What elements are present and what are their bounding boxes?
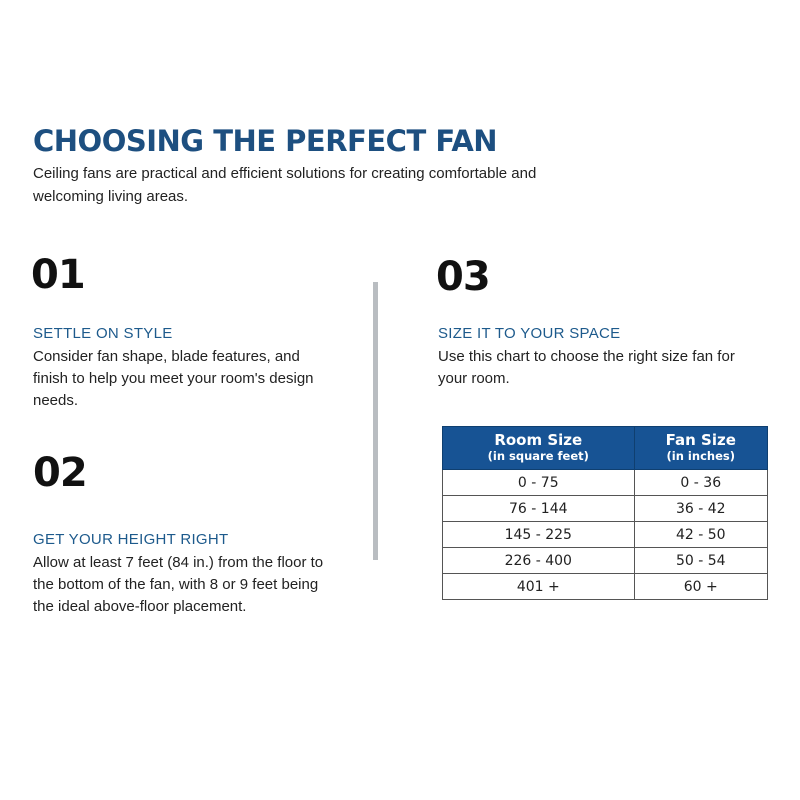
step-heading-01: SETTLE ON STYLE [33, 325, 173, 342]
page-title: CHOOSING THE PERFECT FAN [33, 124, 498, 158]
fan-size-table: Room Size (in square feet) Fan Size (in in… [442, 426, 769, 600]
table-row: 145 - 225 42 - 50 [442, 521, 769, 548]
step-text-03: Use this chart to choose the right size … [438, 348, 735, 387]
fan-size-cell: 42 - 50 [633, 521, 769, 548]
room-size-cell: 0 - 75 [442, 469, 635, 496]
fan-size-cell: 0 - 36 [633, 469, 769, 496]
step-number-02: 02 [33, 450, 88, 496]
header-fan-size: Fan Size (in inches) [633, 426, 769, 470]
step-text-02: Allow at least 7 feet (84 in.) from the … [33, 554, 324, 615]
room-size-cell: 401 + [442, 573, 635, 600]
column-divider [373, 282, 378, 560]
step-number-01: 01 [31, 252, 86, 298]
header-unit: (in square feet) [487, 449, 589, 463]
header-label: Fan Size [665, 431, 736, 449]
step-heading-02: GET YOUR HEIGHT RIGHT [33, 531, 229, 548]
fan-size-cell: 50 - 54 [633, 547, 769, 574]
table-row: 76 - 144 36 - 42 [442, 495, 769, 522]
room-size-cell: 226 - 400 [442, 547, 635, 574]
step-number-03: 03 [436, 254, 491, 300]
header-unit: (in inches) [666, 449, 735, 463]
header-label: Room Size [494, 431, 583, 449]
room-size-cell: 145 - 225 [442, 521, 635, 548]
room-size-cell: 76 - 144 [442, 495, 635, 522]
step-text-01: Consider fan shape, blade features, and … [33, 348, 314, 409]
fan-size-cell: 60 + [633, 573, 769, 600]
table-header-row: Room Size (in square feet) Fan Size (in in… [442, 426, 769, 470]
table-row: 401 +60 + [442, 573, 769, 600]
step-heading-03: SIZE IT TO YOUR SPACE [438, 325, 621, 342]
table-row: 226 - 400 50 - 54 [442, 547, 769, 574]
header-room-size: Room Size (in square feet) [442, 426, 635, 470]
table-row: 0 - 75 0 - 36 [442, 469, 769, 496]
intro-text: Ceiling fans are practical and efficient… [33, 165, 537, 205]
fan-size-cell: 36 - 42 [633, 495, 769, 522]
